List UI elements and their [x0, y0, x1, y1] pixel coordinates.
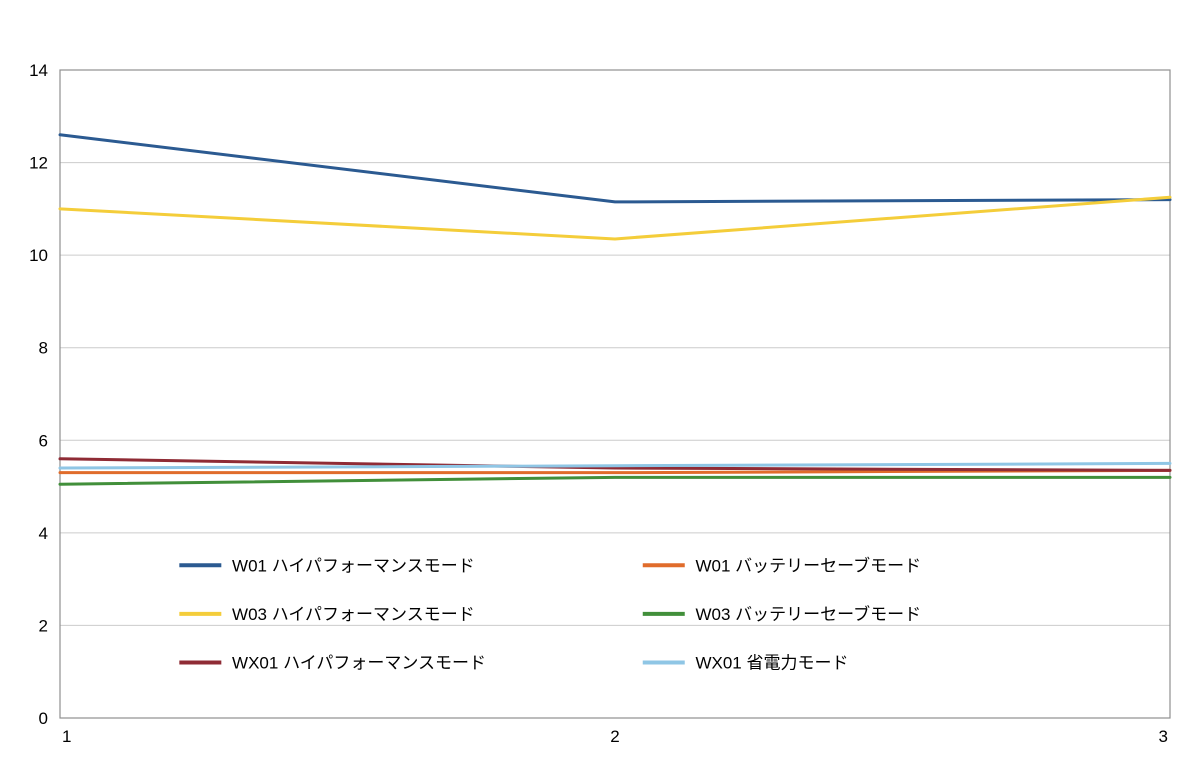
y-tick-label: 0: [39, 709, 48, 728]
y-tick-label: 6: [39, 431, 48, 450]
y-tick-label: 10: [29, 246, 48, 265]
legend-label: WX01 ハイパフォーマンスモード: [232, 653, 486, 672]
x-tick-label: 1: [62, 727, 71, 746]
x-tick-label: 3: [1159, 727, 1168, 746]
y-tick-label: 12: [29, 154, 48, 173]
x-tick-label: 2: [610, 727, 619, 746]
y-tick-label: 4: [39, 524, 48, 543]
chart-bg: [0, 0, 1198, 758]
legend-label: WX01 省電力モード: [695, 653, 848, 672]
y-tick-label: 14: [29, 61, 48, 80]
chart-container: 3 日 3GB 制限状態で WiMAX 2+ のスピードテスト 02468101…: [0, 0, 1198, 758]
y-tick-label: 8: [39, 339, 48, 358]
legend-label: W01 バッテリーセーブモード: [695, 555, 921, 575]
y-tick-label: 2: [39, 616, 48, 635]
line-chart: 02468101214123W01 ハイパフォーマンスモードW01 バッテリーセ…: [0, 0, 1198, 758]
legend-label: W03 ハイパフォーマンスモード: [232, 605, 475, 624]
legend-label: W03 バッテリーセーブモード: [695, 604, 921, 624]
legend-label: W01 ハイパフォーマンスモード: [232, 556, 475, 575]
